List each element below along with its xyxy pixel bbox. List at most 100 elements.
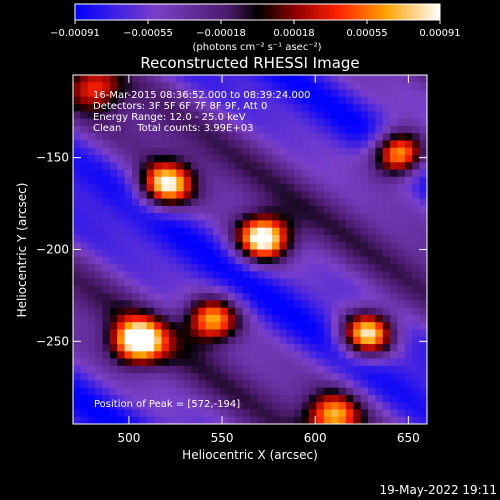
heatmap-cell (323, 125, 332, 134)
annotation-energy-range: Energy Range: 12.0 - 25.0 keV (93, 112, 246, 123)
heatmap-cell (235, 380, 244, 389)
heatmap-cell (95, 220, 104, 229)
heatmap-cell (338, 256, 347, 265)
heatmap-cell (250, 416, 258, 424)
heatmap-cell (375, 82, 384, 91)
heatmap-cell (117, 409, 126, 418)
heatmap-cell (368, 220, 376, 229)
heatmap-cell (279, 278, 288, 287)
heatmap-cell (117, 191, 126, 200)
heatmap-cell (272, 351, 281, 360)
heatmap-cell (191, 416, 199, 424)
heatmap-cell (316, 111, 325, 120)
heatmap-cell (161, 409, 170, 418)
heatmap-cell (220, 96, 229, 105)
heatmap-cell (102, 249, 111, 258)
heatmap-cell (168, 118, 177, 127)
heatmap-cell (264, 285, 273, 294)
heatmap-cell (353, 249, 362, 258)
heatmap-cell (301, 387, 310, 396)
heatmap-cell (286, 169, 295, 178)
heatmap-cell (154, 125, 163, 134)
heatmap-cell (80, 82, 89, 91)
heatmap-cell (168, 125, 177, 134)
heatmap-cell (146, 227, 155, 236)
heatmap-cell (168, 213, 177, 222)
heatmap-cell (176, 344, 185, 352)
date-stamp: 19-May-2022 19:11 (380, 483, 497, 497)
heatmap-cell (124, 234, 133, 243)
heatmap-cell (191, 82, 199, 91)
heatmap-cell (338, 322, 347, 331)
heatmap-cell (183, 271, 192, 280)
heatmap-cell (412, 162, 421, 171)
heatmap-cell (102, 242, 111, 251)
heatmap-cell (404, 307, 413, 316)
heatmap-cell (139, 147, 148, 156)
heatmap-cell (382, 351, 391, 360)
heatmap-cell (183, 118, 192, 127)
heatmap-cell (235, 191, 244, 200)
heatmap-cell (316, 133, 325, 142)
heatmap-cell (154, 264, 163, 272)
heatmap-cell (198, 336, 207, 345)
heatmap-cell (117, 351, 126, 360)
heatmap-cell (161, 307, 170, 316)
heatmap-cell (360, 344, 369, 352)
heatmap-cell (353, 111, 362, 120)
heatmap-cell (257, 249, 266, 258)
heatmap-cell (397, 111, 406, 120)
heatmap-cell (176, 154, 185, 163)
heatmap-cell (146, 416, 155, 424)
heatmap-cell (250, 191, 258, 200)
heatmap-cell (250, 96, 258, 105)
y-tick-label: −200 (36, 243, 69, 257)
heatmap-cell (124, 191, 133, 200)
heatmap-cell (80, 322, 89, 331)
heatmap-cell (301, 75, 310, 83)
heatmap-cell (176, 322, 185, 331)
heatmap-cell (286, 205, 295, 214)
heatmap-cell (360, 387, 369, 396)
heatmap-cell (87, 409, 96, 418)
heatmap-cell (227, 234, 236, 243)
heatmap-cell (360, 75, 369, 83)
heatmap-cell (404, 205, 413, 214)
heatmap-cell (257, 111, 266, 120)
heatmap-cell (235, 365, 244, 374)
heatmap-cell (375, 394, 384, 403)
heatmap-cell (139, 162, 148, 171)
heatmap-cell (272, 336, 281, 345)
heatmap-cell (272, 198, 281, 207)
heatmap-cell (168, 358, 177, 367)
heatmap-cell (242, 191, 251, 200)
heatmap-cell (390, 365, 399, 374)
heatmap-cell (213, 147, 222, 156)
heatmap-cell (294, 307, 303, 316)
heatmap-cell (419, 184, 427, 192)
heatmap-cell (183, 104, 192, 112)
heatmap-cell (345, 307, 354, 316)
heatmap-cell (368, 213, 376, 222)
heatmap-cell (87, 380, 96, 389)
heatmap-cell (176, 111, 185, 120)
heatmap-cell (220, 322, 229, 331)
heatmap-cell (73, 365, 81, 374)
heatmap-cell (191, 234, 199, 243)
heatmap-cell (294, 162, 303, 171)
heatmap-cell (404, 336, 413, 345)
heatmap-cell (80, 96, 89, 105)
heatmap-cell (316, 278, 325, 287)
heatmap-cell (191, 227, 199, 236)
heatmap-cell (412, 409, 421, 418)
heatmap-cell (375, 358, 384, 367)
heatmap-cell (338, 307, 347, 316)
heatmap-cell (345, 271, 354, 280)
heatmap-cell (257, 184, 266, 192)
heatmap-cell (250, 162, 258, 171)
heatmap-cell (316, 264, 325, 272)
heatmap-cell (368, 242, 376, 251)
heatmap-cell (176, 278, 185, 287)
heatmap-cell (286, 416, 295, 424)
heatmap-cell (220, 147, 229, 156)
